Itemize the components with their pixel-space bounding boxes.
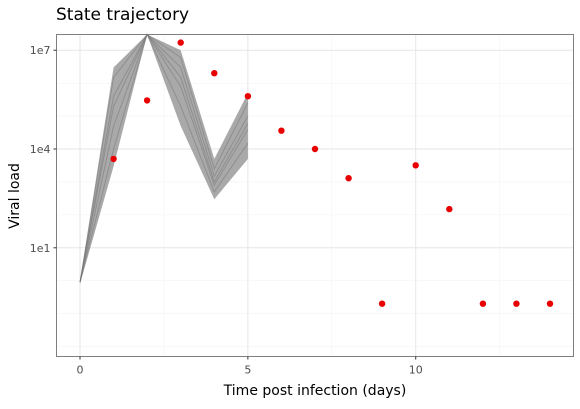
simulated-trajectory [79, 33, 249, 283]
x-tick-label: 0 [77, 364, 84, 377]
observed-point [311, 145, 319, 153]
observed-point [345, 175, 352, 182]
y-tick-label: 1e7 [30, 44, 51, 57]
trajectory-band-layer [79, 33, 249, 284]
observed-points-layer [110, 39, 554, 307]
observed-point [546, 300, 554, 307]
chart-title: State trajectory [56, 5, 189, 25]
y-tick-label: 1e1 [30, 242, 51, 255]
observed-point [177, 39, 184, 46]
simulated-trajectory [79, 33, 249, 283]
observed-point [378, 300, 386, 307]
tick-layer: 1e1 1e4 1e7 0 5 10 [30, 44, 423, 376]
simulated-trajectory [79, 33, 249, 283]
y-axis-label: Viral load [7, 163, 23, 229]
simulated-trajectory [79, 33, 249, 283]
plot-panel [56, 34, 574, 357]
observed-point [211, 70, 218, 77]
x-axis-label: Time post infection (days) [223, 383, 407, 399]
y-tick-label: 1e4 [30, 143, 51, 156]
trajectory-band [80, 34, 248, 284]
observed-point [513, 300, 520, 307]
observed-point [446, 205, 453, 213]
plot-panel-border [56, 34, 574, 357]
observed-point [479, 300, 487, 307]
observed-point [110, 155, 117, 163]
observed-point [412, 162, 419, 169]
x-tick-label: 5 [244, 364, 251, 377]
simulated-trajectory [79, 33, 249, 283]
x-tick-label: 10 [409, 364, 423, 377]
observed-point [278, 127, 285, 134]
observed-point [143, 97, 151, 104]
observed-point [244, 93, 252, 100]
